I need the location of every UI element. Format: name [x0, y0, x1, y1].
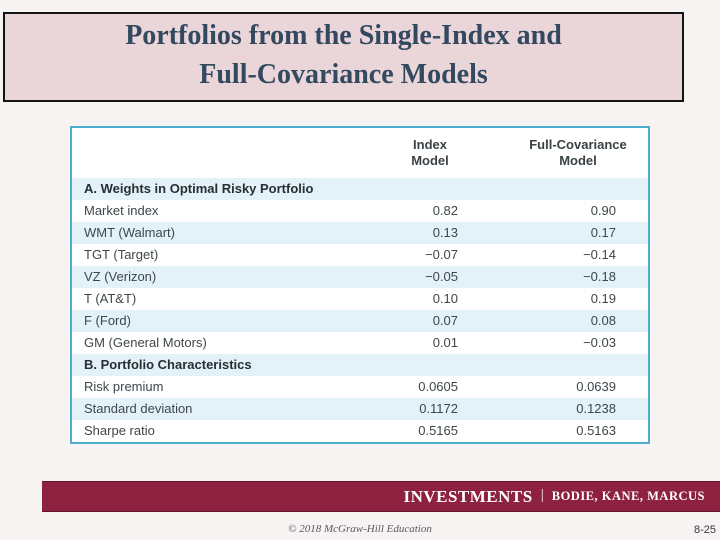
table-row: Risk premium 0.0605 0.0639 [72, 376, 648, 398]
table-header-row: Index Model Full-Covariance Model [72, 128, 648, 178]
full-covariance-model-value: 0.1238 [576, 401, 616, 416]
full-covariance-model-value: 0.5163 [576, 423, 616, 438]
row-label: Market index [84, 203, 159, 218]
index-model-value: 0.10 [432, 291, 458, 306]
full-covariance-model-value: 0.08 [590, 313, 616, 328]
full-covariance-model-value: 0.17 [590, 225, 616, 240]
table-row: VZ (Verizon) −0.05 −0.18 [72, 266, 648, 288]
table-row: F (Ford) 0.07 0.08 [72, 310, 648, 332]
row-label: TGT (Target) [84, 247, 159, 262]
footer-separator: | [540, 487, 544, 503]
column-header-full-covariance-model: Full-Covariance Model [529, 137, 627, 168]
row-label: Standard deviation [84, 401, 193, 416]
row-label: F (Ford) [84, 313, 131, 328]
index-model-value: −0.07 [425, 247, 458, 262]
table-section-row: B. Portfolio Characteristics [72, 354, 648, 376]
index-model-value: 0.82 [432, 203, 458, 218]
table-row: Market index 0.82 0.90 [72, 200, 648, 222]
portfolio-comparison-table: Index Model Full-Covariance Model A. Wei… [70, 126, 650, 444]
full-covariance-model-value: −0.18 [583, 269, 616, 284]
index-model-value: 0.0605 [418, 379, 458, 394]
row-label: Sharpe ratio [84, 423, 155, 438]
index-model-value: 0.5165 [418, 423, 458, 438]
book-authors: BODIE, KANE, MARCUS [551, 489, 705, 503]
row-label: GM (General Motors) [84, 335, 207, 350]
full-covariance-model-value: −0.14 [583, 247, 616, 262]
index-model-value: 0.1172 [419, 401, 458, 416]
row-label: Risk premium [84, 379, 164, 394]
slide-page-number: 8-25 [693, 524, 716, 536]
table-row: Standard deviation 0.1172 0.1238 [72, 398, 648, 420]
slide-title-line2: Full-Covariance Models [199, 59, 488, 90]
row-label: WMT (Walmart) [84, 225, 175, 240]
row-label: B. Portfolio Characteristics [84, 357, 252, 372]
table-row: WMT (Walmart) 0.13 0.17 [72, 222, 648, 244]
column-header-index-model: Index Model [411, 137, 449, 168]
index-model-value: −0.05 [425, 269, 458, 284]
copyright-notice: © 2018 McGraw-Hill Education [288, 523, 432, 535]
slide-title-line1: Portfolios from the Single-Index and [125, 20, 562, 51]
full-covariance-model-value: 0.0639 [576, 379, 616, 394]
row-label: VZ (Verizon) [84, 269, 157, 284]
row-label: T (AT&T) [84, 291, 137, 306]
full-covariance-model-value: 0.19 [590, 291, 616, 306]
index-model-value: 0.01 [432, 335, 458, 350]
table-section-row: A. Weights in Optimal Risky Portfolio [72, 178, 648, 200]
row-label: A. Weights in Optimal Risky Portfolio [84, 181, 314, 196]
slide-title: Portfolios from the Single-Index and Ful… [3, 12, 684, 102]
full-covariance-model-value: −0.03 [583, 335, 616, 350]
table-row: Sharpe ratio 0.5165 0.5163 [72, 420, 648, 442]
table-row: TGT (Target) −0.07 −0.14 [72, 244, 648, 266]
table-row: GM (General Motors) 0.01 −0.03 [72, 332, 648, 354]
index-model-value: 0.13 [432, 225, 458, 240]
index-model-value: 0.07 [432, 313, 458, 328]
footer-brand-bar: INVESTMENTS | BODIE, KANE, MARCUS [42, 481, 720, 512]
full-covariance-model-value: 0.90 [590, 203, 616, 218]
table-row: T (AT&T) 0.10 0.19 [72, 288, 648, 310]
book-title: INVESTMENTS [403, 486, 533, 506]
table-body: A. Weights in Optimal Risky Portfolio Mar… [72, 178, 648, 442]
